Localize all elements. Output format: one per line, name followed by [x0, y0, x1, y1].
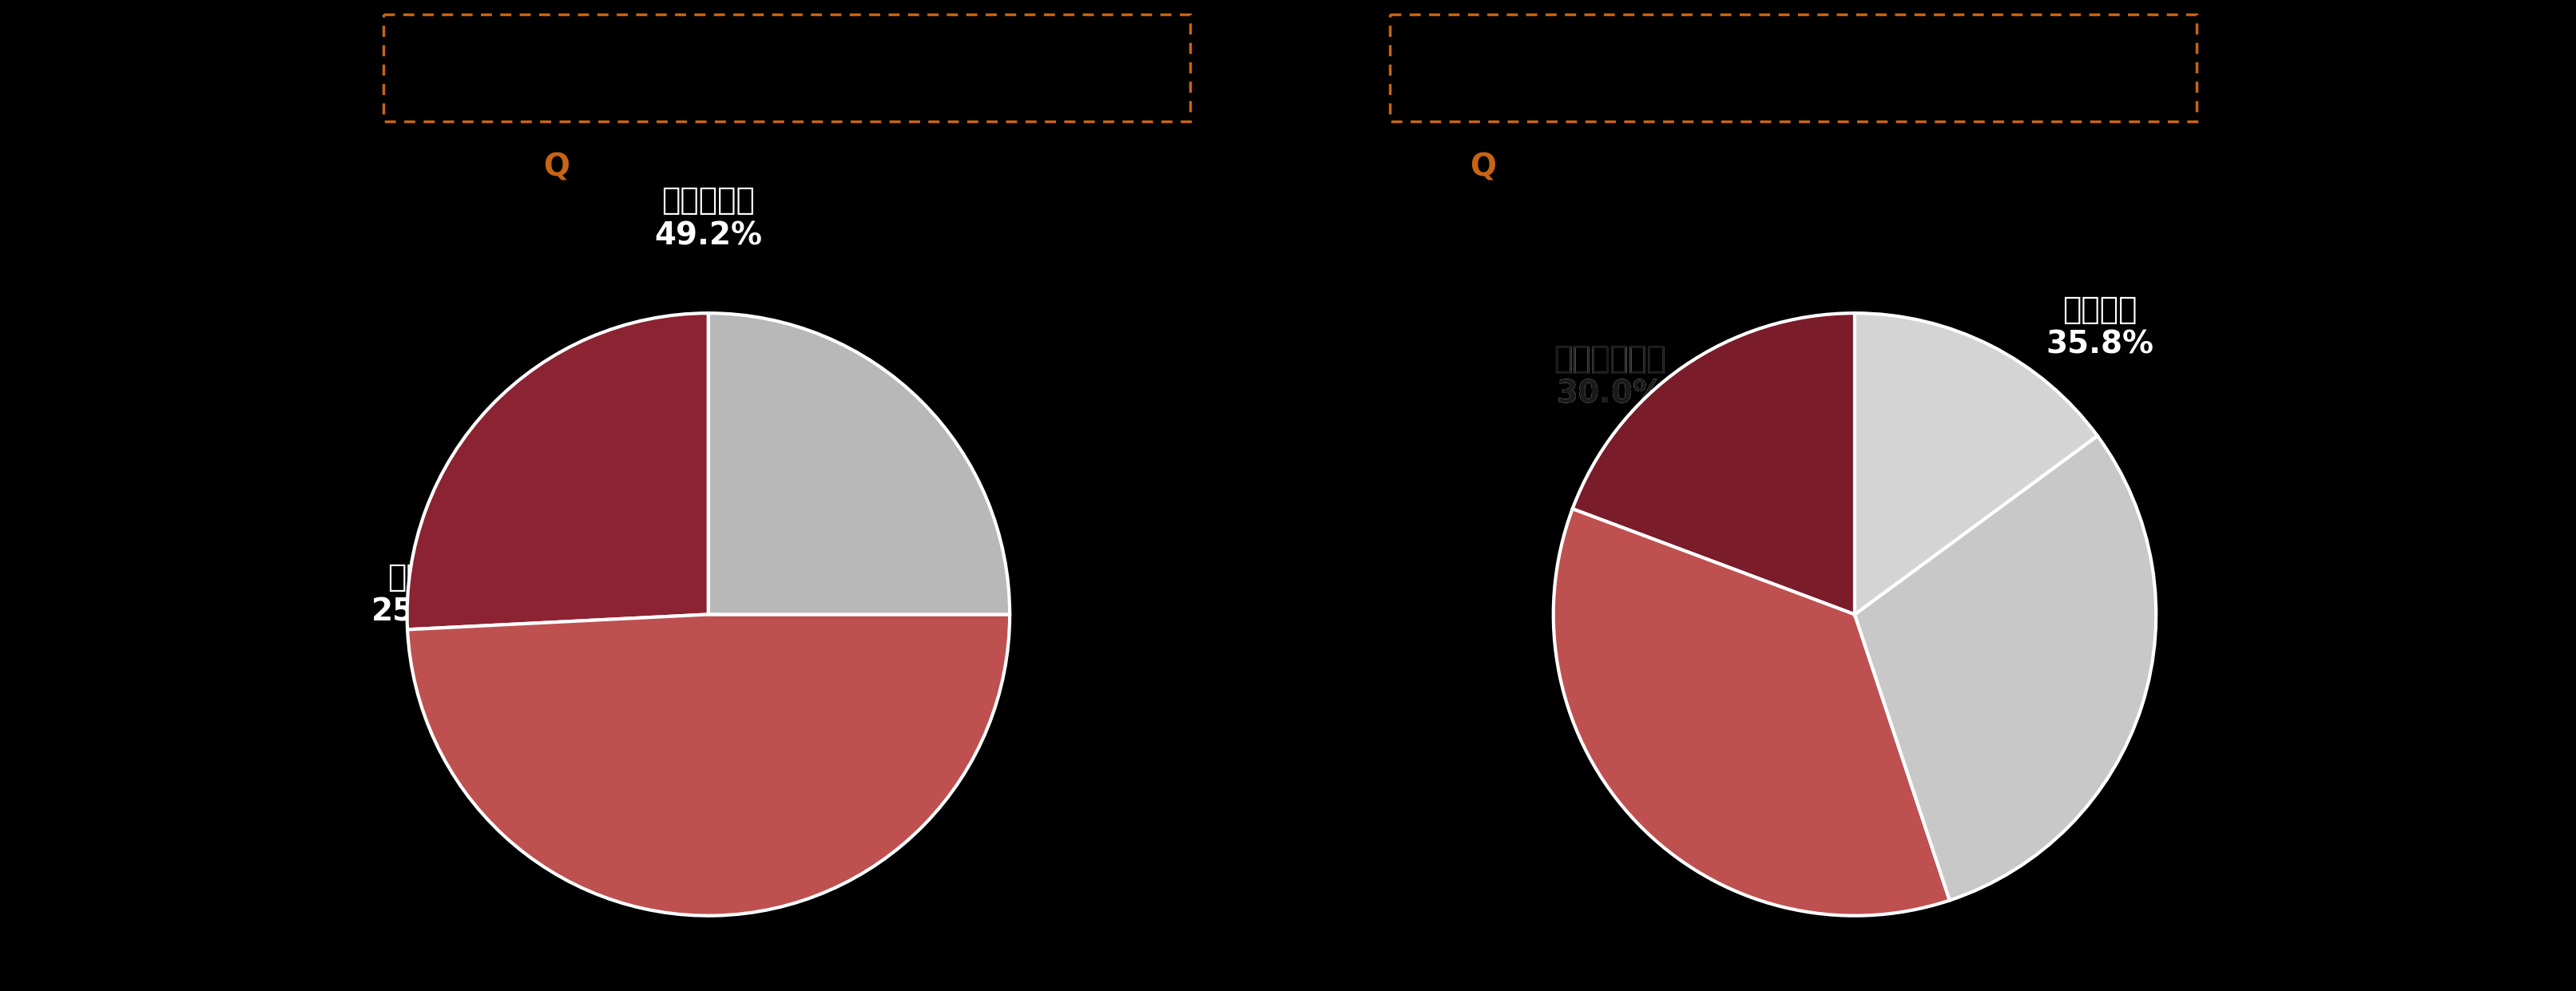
- Wedge shape: [1855, 313, 2097, 614]
- Text: とてもそう
思う
19.3%: とてもそう 思う 19.3%: [1981, 594, 2089, 695]
- Bar: [384, 15, 1190, 121]
- Text: 全くない
25.0%: 全くない 25.0%: [371, 562, 479, 627]
- Text: Q: Q: [1471, 152, 1497, 182]
- Text: 全くそう
思わない
14.9%: 全くそう 思わない 14.9%: [1607, 594, 1716, 695]
- Wedge shape: [407, 313, 708, 629]
- Text: そう思わない
30.0%: そう思わない 30.0%: [1553, 344, 1667, 409]
- Wedge shape: [407, 614, 1010, 916]
- Text: そう思わない
30.0%: そう思わない 30.0%: [1553, 344, 1667, 409]
- Wedge shape: [1855, 436, 2156, 901]
- Text: Q: Q: [544, 152, 569, 182]
- Wedge shape: [1571, 313, 1855, 614]
- Bar: [1391, 15, 2197, 121]
- Text: よくある
25.8%: よくある 25.8%: [835, 582, 943, 647]
- Text: そう思う
35.8%: そう思う 35.8%: [2045, 294, 2154, 360]
- Wedge shape: [1553, 508, 1950, 916]
- Wedge shape: [708, 313, 1010, 614]
- Text: たまにある
49.2%: たまにある 49.2%: [654, 185, 762, 251]
